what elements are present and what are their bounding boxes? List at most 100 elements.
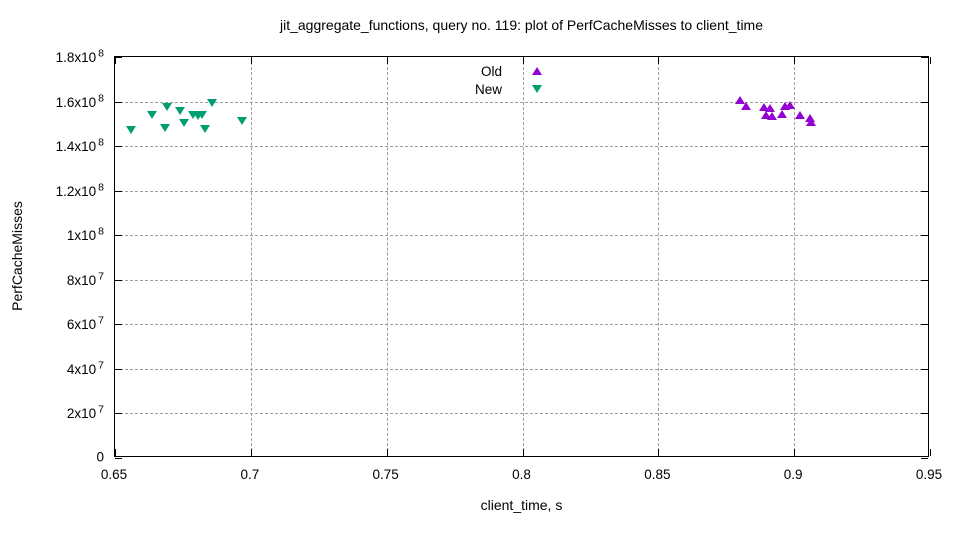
x-tick-label: 0.7 — [240, 467, 260, 482]
y-tick-label-base: 8x10 — [66, 272, 97, 288]
legend-label: New — [474, 81, 502, 97]
legend-item-new: New — [432, 80, 552, 98]
y-tick-label: 1x10 8 — [0, 225, 104, 243]
y-tick-label-base: 1.6x10 — [55, 94, 97, 110]
y-tick-label-base: 1x10 — [66, 227, 97, 243]
x-tick-mark — [522, 449, 524, 456]
horizontal-gridline — [115, 235, 928, 237]
horizontal-gridline — [115, 368, 928, 370]
data-point-old — [767, 111, 778, 120]
legend-marker-cell — [522, 85, 552, 93]
y-tick-label: 4x10 7 — [0, 359, 104, 377]
y-tick-mark — [921, 146, 928, 148]
x-tick-mark — [522, 57, 524, 64]
horizontal-gridline — [115, 190, 928, 192]
data-point-new — [236, 116, 247, 125]
x-tick-mark — [658, 57, 660, 64]
data-point-old — [777, 109, 788, 118]
x-tick-mark — [386, 449, 388, 456]
data-point-old — [760, 110, 771, 119]
y-tick-mark — [115, 146, 122, 148]
y-tick-mark — [921, 235, 928, 237]
y-tick-label-exponent: 7 — [98, 270, 104, 283]
y-tick-mark — [921, 413, 928, 415]
vertical-gridline — [794, 57, 796, 456]
triangle-up-icon — [532, 67, 542, 75]
y-tick-mark — [921, 57, 928, 58]
data-point-new — [197, 111, 208, 120]
y-tick-label-exponent: 8 — [98, 225, 104, 238]
data-point-old — [759, 103, 769, 112]
data-point-old — [794, 110, 805, 119]
data-point-old — [734, 95, 745, 104]
plot-area — [114, 56, 931, 459]
y-tick-label: 1.4x10 8 — [0, 136, 104, 154]
y-tick-label: 1.8x10 8 — [0, 47, 104, 65]
y-tick-label: 0 — [0, 450, 104, 465]
data-point-new — [187, 111, 198, 120]
data-point-new — [160, 124, 171, 133]
x-tick-label: 0.95 — [915, 467, 943, 482]
y-tick-label-exponent: 8 — [98, 91, 104, 104]
legend: Old New — [432, 62, 552, 98]
y-tick-label-base: 4x10 — [66, 361, 97, 377]
y-tick-label-exponent: 8 — [98, 180, 104, 193]
vertical-gridline — [386, 57, 388, 456]
y-tick-label-base: 1.8x10 — [55, 49, 97, 65]
x-tick-label: 0.8 — [512, 467, 531, 482]
y-tick-mark — [115, 190, 122, 192]
vertical-gridline — [250, 57, 252, 456]
y-tick-label: 6x10 7 — [0, 315, 104, 333]
y-tick-label: 8x10 7 — [0, 270, 104, 288]
y-tick-label-exponent: 7 — [98, 403, 104, 416]
horizontal-gridline — [115, 324, 928, 326]
data-point-old — [785, 100, 796, 109]
y-tick-label-base: 1.2x10 — [55, 183, 97, 199]
x-tick-mark — [658, 449, 660, 456]
data-point-new — [161, 103, 172, 112]
x-tick-mark — [930, 449, 931, 456]
y-tick-label-exponent: 7 — [98, 359, 104, 372]
x-tick-mark — [794, 449, 796, 456]
y-tick-label-base: 0 — [96, 449, 104, 465]
data-point-old — [779, 102, 790, 111]
y-tick-mark — [921, 190, 928, 192]
y-tick-label-base: 6x10 — [66, 317, 97, 333]
y-tick-mark — [115, 235, 122, 237]
triangle-down-icon — [532, 85, 542, 93]
y-tick-mark — [115, 101, 122, 103]
data-point-new — [175, 107, 186, 116]
horizontal-gridline — [115, 146, 928, 148]
vertical-gridline — [658, 57, 660, 456]
x-tick-label: 0.65 — [100, 467, 128, 482]
x-tick-label: 0.85 — [644, 467, 671, 482]
data-point-new — [207, 98, 218, 107]
data-point-old — [764, 104, 775, 113]
y-tick-label-base: 1.4x10 — [55, 138, 97, 154]
y-tick-label: 1.6x10 8 — [0, 92, 104, 110]
y-tick-mark — [921, 368, 928, 370]
x-tick-mark — [930, 57, 931, 64]
y-tick-mark — [115, 458, 122, 459]
x-tick-mark — [115, 449, 116, 456]
y-tick-mark — [921, 101, 928, 103]
y-tick-label-exponent: 7 — [98, 314, 104, 327]
data-point-new — [146, 110, 157, 119]
x-tick-mark — [794, 57, 796, 64]
y-tick-label-exponent: 8 — [98, 47, 104, 60]
x-tick-mark — [250, 449, 252, 456]
chart-title: jit_aggregate_functions, query no. 119: … — [279, 17, 763, 33]
y-tick-label: 1.2x10 8 — [0, 181, 104, 199]
horizontal-gridline — [115, 413, 928, 415]
data-point-old — [805, 114, 816, 123]
y-tick-mark — [115, 324, 122, 326]
horizontal-gridline — [115, 279, 928, 281]
x-tick-label: 0.9 — [783, 467, 803, 482]
data-point-new — [126, 125, 137, 134]
data-point-old — [741, 102, 752, 111]
legend-label: Old — [480, 63, 502, 79]
y-tick-mark — [921, 458, 928, 459]
x-tick-mark — [250, 57, 252, 64]
vertical-gridline — [522, 57, 524, 456]
